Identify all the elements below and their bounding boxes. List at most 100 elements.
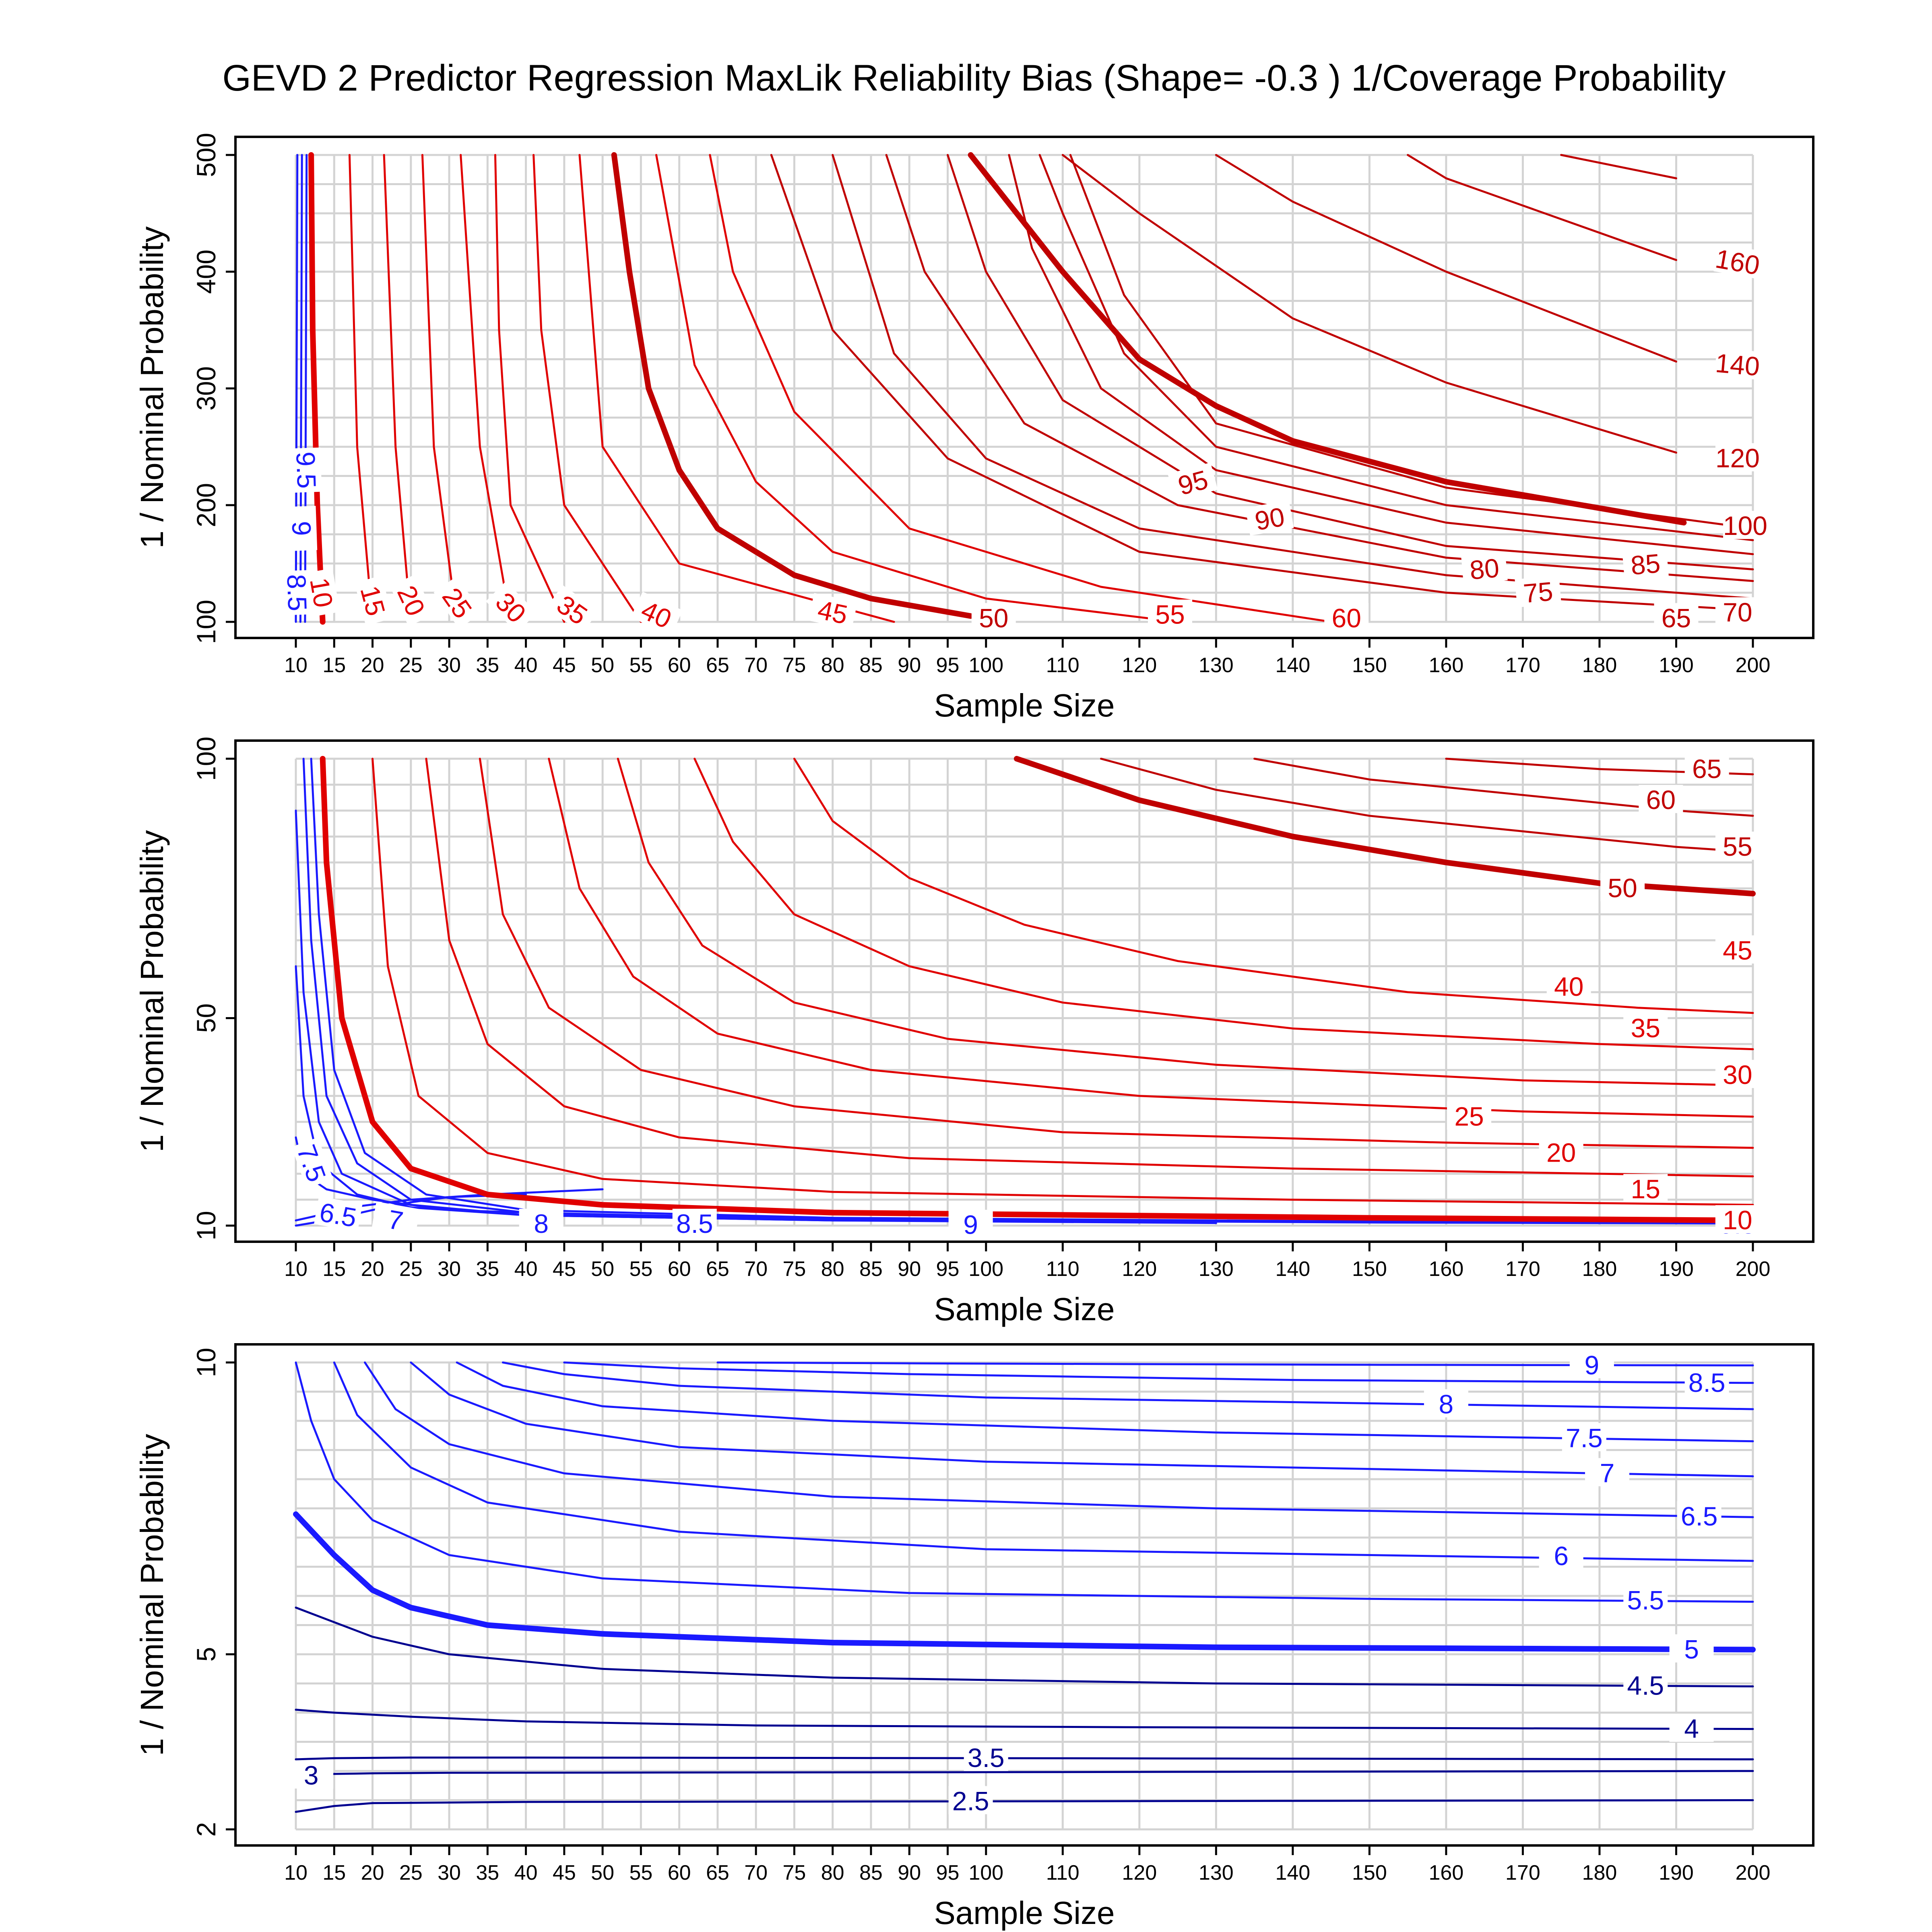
- contour-line-9: [716, 1361, 1754, 1366]
- contour-label-bg: [1539, 1541, 1583, 1569]
- contour-line-6: [333, 1361, 1754, 1562]
- x-tick-label: 15: [322, 1257, 346, 1281]
- contour-label: 45: [1723, 935, 1752, 965]
- x-tick-label: 35: [476, 1861, 499, 1885]
- x-tick-label: 15: [322, 654, 346, 677]
- contour-label-bg: [1585, 1458, 1629, 1486]
- contour-label-bg: [289, 1760, 334, 1789]
- x-tick-label: 130: [1199, 1257, 1234, 1281]
- contour-line-10: [320, 756, 1756, 1224]
- x-tick-label: 130: [1199, 654, 1234, 677]
- contour-label-bg: [304, 568, 340, 617]
- contour-label: 8.5: [1688, 1368, 1726, 1397]
- x-tick-label: 100: [968, 1257, 1003, 1281]
- contour-label-bg: [390, 574, 434, 627]
- x-tick-label: 90: [898, 1257, 921, 1281]
- x-tick-label: 140: [1275, 1257, 1310, 1281]
- contour-label: 5.5: [1627, 1585, 1664, 1615]
- contour-label: 50: [1608, 873, 1637, 903]
- y-tick-label: 10: [191, 1211, 221, 1240]
- contour-label-bg: [1714, 348, 1761, 380]
- contour-label-bg: [1713, 243, 1762, 279]
- x-tick-label: 75: [782, 654, 806, 677]
- panel-2: 6.577.588.599.51015202530354045505560651…: [134, 737, 1814, 1327]
- contour-label: 140: [1714, 348, 1761, 381]
- contour-label: 4.5: [1627, 1670, 1664, 1700]
- contour-label-bg: [1546, 972, 1591, 1000]
- contour-label-bg: [287, 506, 318, 551]
- x-tick-label: 190: [1659, 654, 1694, 677]
- x-tick-label: 120: [1122, 1257, 1157, 1281]
- contour-line-9-5: [304, 154, 308, 623]
- x-tick-label: 85: [859, 1257, 883, 1281]
- x-tick-label: 40: [514, 654, 538, 677]
- figure-title: GEVD 2 Predictor Regression MaxLik Relia…: [222, 58, 1726, 99]
- contour-label: 65: [1662, 603, 1691, 633]
- x-tick-label: 75: [782, 1257, 806, 1281]
- contour-label-bg: [1715, 1060, 1760, 1088]
- contour-label-bg: [1168, 462, 1218, 502]
- x-tick-label: 35: [476, 1257, 499, 1281]
- contour-label: 60: [1331, 603, 1361, 633]
- contour-label-bg: [1562, 1423, 1606, 1451]
- contour-label-bg: [485, 581, 537, 633]
- y-tick-label: 500: [191, 133, 221, 177]
- contour-line-4-5: [295, 1606, 1754, 1688]
- x-tick-label: 130: [1199, 1861, 1234, 1885]
- x-tick-label: 95: [936, 654, 960, 677]
- x-tick-label: 10: [284, 654, 308, 677]
- contour-label-bg: [1654, 603, 1699, 632]
- contour-label-bg: [1515, 575, 1562, 608]
- contour-label: 70: [1723, 597, 1752, 627]
- y-axis-label: 1 / Nominal Probability: [134, 830, 170, 1152]
- contour-label: 30: [1723, 1060, 1752, 1090]
- contour-label-bg: [631, 591, 683, 636]
- contour-label: 35: [1631, 1013, 1660, 1043]
- contour-line-3: [295, 1770, 1754, 1778]
- contour-label: 55: [1723, 832, 1752, 861]
- contour-label: 4: [1684, 1714, 1699, 1744]
- x-axis-label: Sample Size: [934, 1291, 1115, 1327]
- x-tick-label: 15: [322, 1861, 346, 1885]
- contour-label: 100: [1723, 511, 1767, 541]
- contour-label-bg: [1447, 1101, 1492, 1130]
- contour-label-bg: [1245, 500, 1294, 536]
- contour-line-120: [1061, 154, 1677, 454]
- y-tick-label: 10: [191, 1348, 221, 1377]
- x-tick-label: 170: [1505, 654, 1540, 677]
- x-tick-label: 110: [1046, 654, 1080, 677]
- x-tick-label: 190: [1659, 1861, 1694, 1885]
- x-tick-label: 90: [898, 1861, 921, 1885]
- contour-label-bg: [1623, 1013, 1668, 1042]
- contour-label-bg: [1669, 1713, 1714, 1742]
- contour-label: 65: [1692, 754, 1721, 784]
- plot-frame: [234, 739, 1814, 1243]
- contour-label: 10: [1723, 1205, 1752, 1235]
- contour-label-bg: [1715, 443, 1760, 471]
- x-tick-label: 170: [1505, 1257, 1540, 1281]
- x-tick-label: 100: [968, 654, 1003, 677]
- contour-label: 40: [1554, 972, 1583, 1001]
- x-tick-label: 70: [744, 654, 768, 677]
- contour-label-bg: [672, 1209, 717, 1237]
- x-tick-label: 140: [1275, 654, 1310, 677]
- x-tick-label: 50: [591, 654, 614, 677]
- contour-line-55: [1100, 758, 1754, 853]
- contour-label-bg: [1600, 873, 1645, 902]
- contour-label: 9: [963, 1210, 978, 1240]
- contour-line-9-5: [310, 758, 1754, 1224]
- y-tick-label: 100: [191, 600, 221, 644]
- x-tick-label: 95: [936, 1861, 960, 1885]
- x-tick-label: 120: [1122, 654, 1157, 677]
- contour-label-bg: [1623, 1585, 1668, 1614]
- contour-label-bg: [1424, 1389, 1468, 1418]
- contour-label-bg: [1715, 597, 1760, 625]
- contour-line-65: [770, 154, 1754, 611]
- contour-line-50: [611, 152, 974, 619]
- contour-label: 6.5: [317, 1197, 359, 1233]
- x-tick-label: 30: [438, 654, 461, 677]
- contour-label: 6: [1554, 1541, 1569, 1571]
- x-tick-label: 160: [1429, 1257, 1464, 1281]
- y-tick-label: 100: [191, 737, 221, 781]
